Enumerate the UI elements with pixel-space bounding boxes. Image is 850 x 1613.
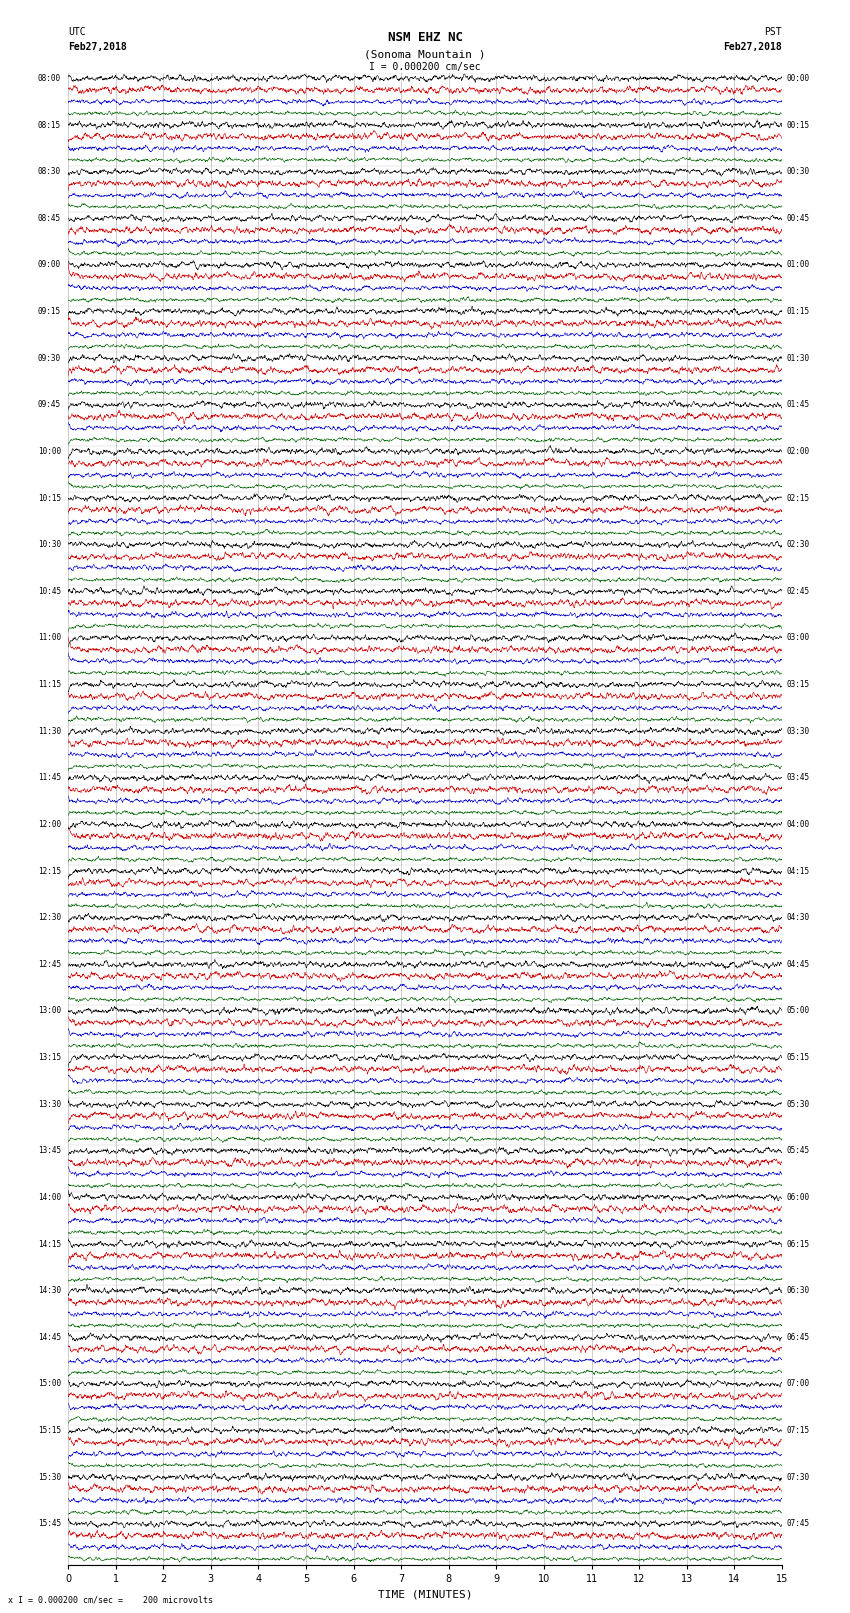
Text: 09:30: 09:30 — [37, 353, 61, 363]
Text: 09:45: 09:45 — [37, 400, 61, 410]
Text: 02:45: 02:45 — [787, 587, 810, 595]
Text: (Sonoma Mountain ): (Sonoma Mountain ) — [365, 50, 485, 60]
Text: 05:00: 05:00 — [787, 1007, 810, 1016]
Text: 12:30: 12:30 — [37, 913, 61, 923]
X-axis label: TIME (MINUTES): TIME (MINUTES) — [377, 1589, 473, 1598]
Text: 09:00: 09:00 — [37, 260, 61, 269]
Text: 11:15: 11:15 — [37, 681, 61, 689]
Text: 10:30: 10:30 — [37, 540, 61, 548]
Text: UTC: UTC — [68, 27, 86, 37]
Text: 07:15: 07:15 — [787, 1426, 810, 1436]
Text: PST: PST — [764, 27, 782, 37]
Text: 00:45: 00:45 — [787, 215, 810, 223]
Text: 12:45: 12:45 — [37, 960, 61, 969]
Text: 01:00: 01:00 — [787, 260, 810, 269]
Text: 10:15: 10:15 — [37, 494, 61, 503]
Text: 05:15: 05:15 — [787, 1053, 810, 1061]
Text: 04:45: 04:45 — [787, 960, 810, 969]
Text: 14:45: 14:45 — [37, 1332, 61, 1342]
Text: 15:30: 15:30 — [37, 1473, 61, 1482]
Text: 13:30: 13:30 — [37, 1100, 61, 1108]
Text: 14:30: 14:30 — [37, 1286, 61, 1295]
Text: 08:00: 08:00 — [37, 74, 61, 82]
Text: Feb27,2018: Feb27,2018 — [723, 42, 782, 52]
Text: 13:45: 13:45 — [37, 1147, 61, 1155]
Text: 10:45: 10:45 — [37, 587, 61, 595]
Text: 06:30: 06:30 — [787, 1286, 810, 1295]
Text: 11:00: 11:00 — [37, 634, 61, 642]
Text: 01:45: 01:45 — [787, 400, 810, 410]
Text: 07:00: 07:00 — [787, 1379, 810, 1389]
Text: 06:45: 06:45 — [787, 1332, 810, 1342]
Text: 12:15: 12:15 — [37, 866, 61, 876]
Text: 06:15: 06:15 — [787, 1239, 810, 1248]
Text: 07:30: 07:30 — [787, 1473, 810, 1482]
Text: 13:15: 13:15 — [37, 1053, 61, 1061]
Text: x I = 0.000200 cm/sec =    200 microvolts: x I = 0.000200 cm/sec = 200 microvolts — [8, 1595, 213, 1605]
Text: 06:00: 06:00 — [787, 1194, 810, 1202]
Text: 11:30: 11:30 — [37, 727, 61, 736]
Text: 10:00: 10:00 — [37, 447, 61, 456]
Text: 08:30: 08:30 — [37, 168, 61, 176]
Text: 15:45: 15:45 — [37, 1519, 61, 1528]
Text: 03:15: 03:15 — [787, 681, 810, 689]
Text: 00:00: 00:00 — [787, 74, 810, 82]
Text: 01:15: 01:15 — [787, 306, 810, 316]
Text: 08:45: 08:45 — [37, 215, 61, 223]
Text: 05:45: 05:45 — [787, 1147, 810, 1155]
Text: 00:15: 00:15 — [787, 121, 810, 129]
Text: 09:15: 09:15 — [37, 306, 61, 316]
Text: 03:45: 03:45 — [787, 773, 810, 782]
Text: I = 0.000200 cm/sec: I = 0.000200 cm/sec — [369, 61, 481, 73]
Text: 08:15: 08:15 — [37, 121, 61, 129]
Text: 02:00: 02:00 — [787, 447, 810, 456]
Text: 03:00: 03:00 — [787, 634, 810, 642]
Text: 04:30: 04:30 — [787, 913, 810, 923]
Text: 04:15: 04:15 — [787, 866, 810, 876]
Text: NSM EHZ NC: NSM EHZ NC — [388, 31, 462, 44]
Text: 14:00: 14:00 — [37, 1194, 61, 1202]
Text: 01:30: 01:30 — [787, 353, 810, 363]
Text: 05:30: 05:30 — [787, 1100, 810, 1108]
Text: 14:15: 14:15 — [37, 1239, 61, 1248]
Text: 15:15: 15:15 — [37, 1426, 61, 1436]
Text: 03:30: 03:30 — [787, 727, 810, 736]
Text: 02:15: 02:15 — [787, 494, 810, 503]
Text: 13:00: 13:00 — [37, 1007, 61, 1016]
Text: 07:45: 07:45 — [787, 1519, 810, 1528]
Text: 00:30: 00:30 — [787, 168, 810, 176]
Text: 02:30: 02:30 — [787, 540, 810, 548]
Text: 15:00: 15:00 — [37, 1379, 61, 1389]
Text: 12:00: 12:00 — [37, 819, 61, 829]
Text: 04:00: 04:00 — [787, 819, 810, 829]
Text: Feb27,2018: Feb27,2018 — [68, 42, 127, 52]
Text: 11:45: 11:45 — [37, 773, 61, 782]
